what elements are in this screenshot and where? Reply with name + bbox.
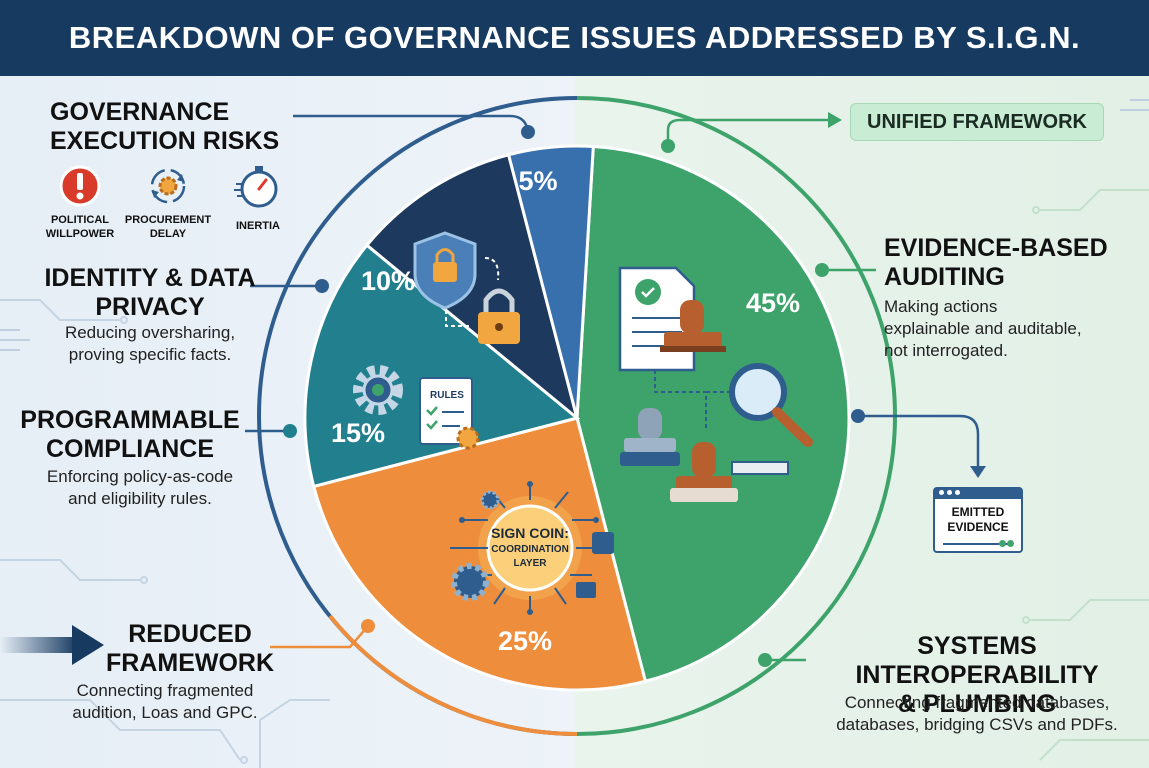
document-icon (576, 582, 596, 598)
slice-label-compliance: 15% (331, 418, 385, 448)
marker-reduced (361, 619, 375, 633)
marker-execution (521, 125, 535, 139)
unified-arrow-icon (828, 112, 842, 128)
connector-execution (293, 114, 530, 133)
rules-label: RULES (430, 390, 464, 401)
rubber-stamp-icon (660, 300, 726, 352)
hub-gear-small-icon (480, 490, 500, 510)
emitted-arrow-icon (970, 466, 986, 478)
database-icon (592, 532, 614, 554)
stamp-base-icon (731, 461, 789, 475)
hub-label-line: LAYER (514, 558, 548, 569)
stamp-orange-icon (670, 442, 738, 502)
compliance-description: Enforcing policy-as-code and eligibility… (46, 467, 234, 508)
reduced-heading: REDUCED FRAMEWORK (105, 620, 275, 677)
slice-label-evidence: 45% (746, 288, 800, 318)
outer-ring-orange (328, 614, 578, 736)
dashed-arrow-icon (484, 257, 500, 281)
procurement-gear-icon (150, 168, 186, 204)
slice-label-execution: 5% (518, 166, 557, 196)
marker-unified (661, 139, 675, 153)
risk-inertia: INERTIA (224, 164, 292, 233)
interop-heading: SYSTEMS INTEROPERABILITY & PLUMBING (855, 632, 1099, 718)
dashed-arrow-icon (445, 310, 470, 327)
connector-reduced (270, 625, 369, 649)
interop-description: Connecting fragmented databases, databas… (836, 693, 1118, 734)
padlock-icon (478, 288, 520, 344)
banner: BREAKDOWN OF GOVERNANCE ISSUES ADDRESSED… (0, 0, 1149, 76)
magnifier-icon (729, 363, 813, 447)
slice-label-interop: 25% (498, 626, 552, 656)
coordination-hub: SIGN COIN: COORDINATION LAYER (450, 481, 610, 615)
emitted-evidence-window: EMITTED EVIDENCE (933, 487, 1023, 553)
marker-compliance (283, 424, 297, 438)
hub-label-line: COORDINATION (491, 544, 569, 555)
evidence-description: Making actions explainable and auditable… (884, 297, 1082, 360)
identity-description: Reducing oversharing, proving specific f… (64, 323, 236, 364)
left-arrow-icon (0, 625, 104, 665)
shield-lock-icon (413, 231, 477, 310)
identity-heading: IDENTITY & DATA PRIVACY (44, 264, 256, 321)
marker-identity (315, 279, 329, 293)
marker-evidence (815, 263, 829, 277)
circuit-background (0, 99, 1149, 768)
stopwatch-icon (234, 166, 278, 208)
hub-label-line: SIGN COIN: (491, 525, 569, 541)
connector-emitted (858, 414, 980, 470)
gear-icon (353, 365, 403, 415)
risk-political: POLITICAL WILLPOWER (42, 164, 118, 241)
evidence-heading: EVIDENCE-BASED AUDITING (884, 234, 1108, 291)
pie-slice-compliance (303, 243, 581, 489)
page-title: BREAKDOWN OF GOVERNANCE ISSUES ADDRESSED… (68, 20, 1081, 55)
small-gear-icon (456, 426, 480, 450)
marker-emitted (851, 409, 865, 423)
marker-interop (758, 653, 772, 667)
reduced-description: Connecting fragmented audition, Loas and… (72, 681, 258, 722)
dashed-flow-icon (654, 370, 730, 430)
exclamation-icon (59, 165, 101, 207)
hub-gear-icon (451, 563, 489, 601)
rules-document-icon: RULES (419, 377, 473, 445)
risk-procurement: PROCUREMENT DELAY (120, 164, 216, 241)
slice-label-identity: 10% (361, 266, 415, 296)
execution-heading: GOVERNANCE EXECUTION RISKS (50, 98, 280, 155)
unified-framework-badge: UNIFIED FRAMEWORK (850, 103, 1104, 141)
stamp-blue-icon (620, 408, 680, 466)
pie-slice-execution (506, 144, 595, 419)
connector-unified (666, 118, 830, 146)
compliance-heading: PROGRAMMABLE COMPLIANCE (20, 406, 240, 463)
